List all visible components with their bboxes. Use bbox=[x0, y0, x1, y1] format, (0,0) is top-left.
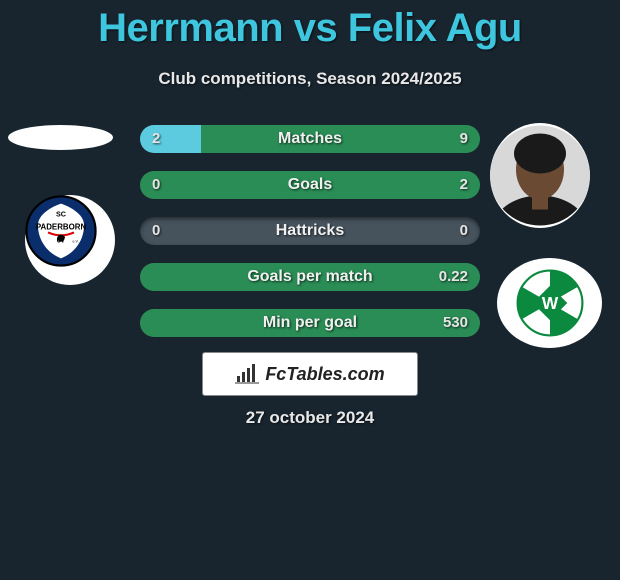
svg-text:PADERBORN: PADERBORN bbox=[36, 223, 87, 232]
left-player-avatar bbox=[8, 125, 113, 150]
bar-chart-icon bbox=[235, 364, 259, 384]
svg-text:W: W bbox=[541, 293, 558, 313]
werder-crest-icon: W bbox=[508, 267, 592, 339]
stat-label: Goals per match bbox=[140, 263, 480, 291]
right-club-crest: W bbox=[497, 258, 602, 348]
stat-label: Matches bbox=[140, 125, 480, 153]
site-badge[interactable]: FcTables.com bbox=[202, 352, 418, 396]
paderborn-crest-icon: SC PADERBORN 07 e.V. bbox=[25, 195, 97, 267]
stat-row-min-per-goal: Min per goal 530 bbox=[140, 309, 480, 337]
subtitle: Club competitions, Season 2024/2025 bbox=[0, 69, 620, 89]
stat-label: Goals bbox=[140, 171, 480, 199]
right-value: 2 bbox=[460, 171, 468, 199]
site-name: FcTables.com bbox=[265, 364, 384, 385]
svg-text:e.V.: e.V. bbox=[73, 240, 79, 244]
stat-label: Hattricks bbox=[140, 217, 480, 245]
stat-row-hattricks: 0 Hattricks 0 bbox=[140, 217, 480, 245]
right-value: 0.22 bbox=[439, 263, 468, 291]
stat-row-goals-per-match: Goals per match 0.22 bbox=[140, 263, 480, 291]
player-avatar-icon bbox=[490, 123, 590, 228]
page-title: Herrmann vs Felix Agu bbox=[0, 0, 620, 51]
stat-row-goals: 0 Goals 2 bbox=[140, 171, 480, 199]
stat-row-matches: 2 Matches 9 bbox=[140, 125, 480, 153]
stat-label: Min per goal bbox=[140, 309, 480, 337]
left-club-crest: SC PADERBORN 07 e.V. bbox=[25, 195, 115, 285]
stats-panel: 2 Matches 9 0 Goals 2 0 Hattricks 0 Goal… bbox=[140, 125, 480, 355]
right-player-avatar bbox=[490, 123, 590, 228]
generation-date: 27 october 2024 bbox=[0, 408, 620, 428]
svg-text:SC: SC bbox=[56, 210, 66, 219]
right-value: 0 bbox=[460, 217, 468, 245]
right-value: 530 bbox=[443, 309, 468, 337]
right-value: 9 bbox=[460, 125, 468, 153]
